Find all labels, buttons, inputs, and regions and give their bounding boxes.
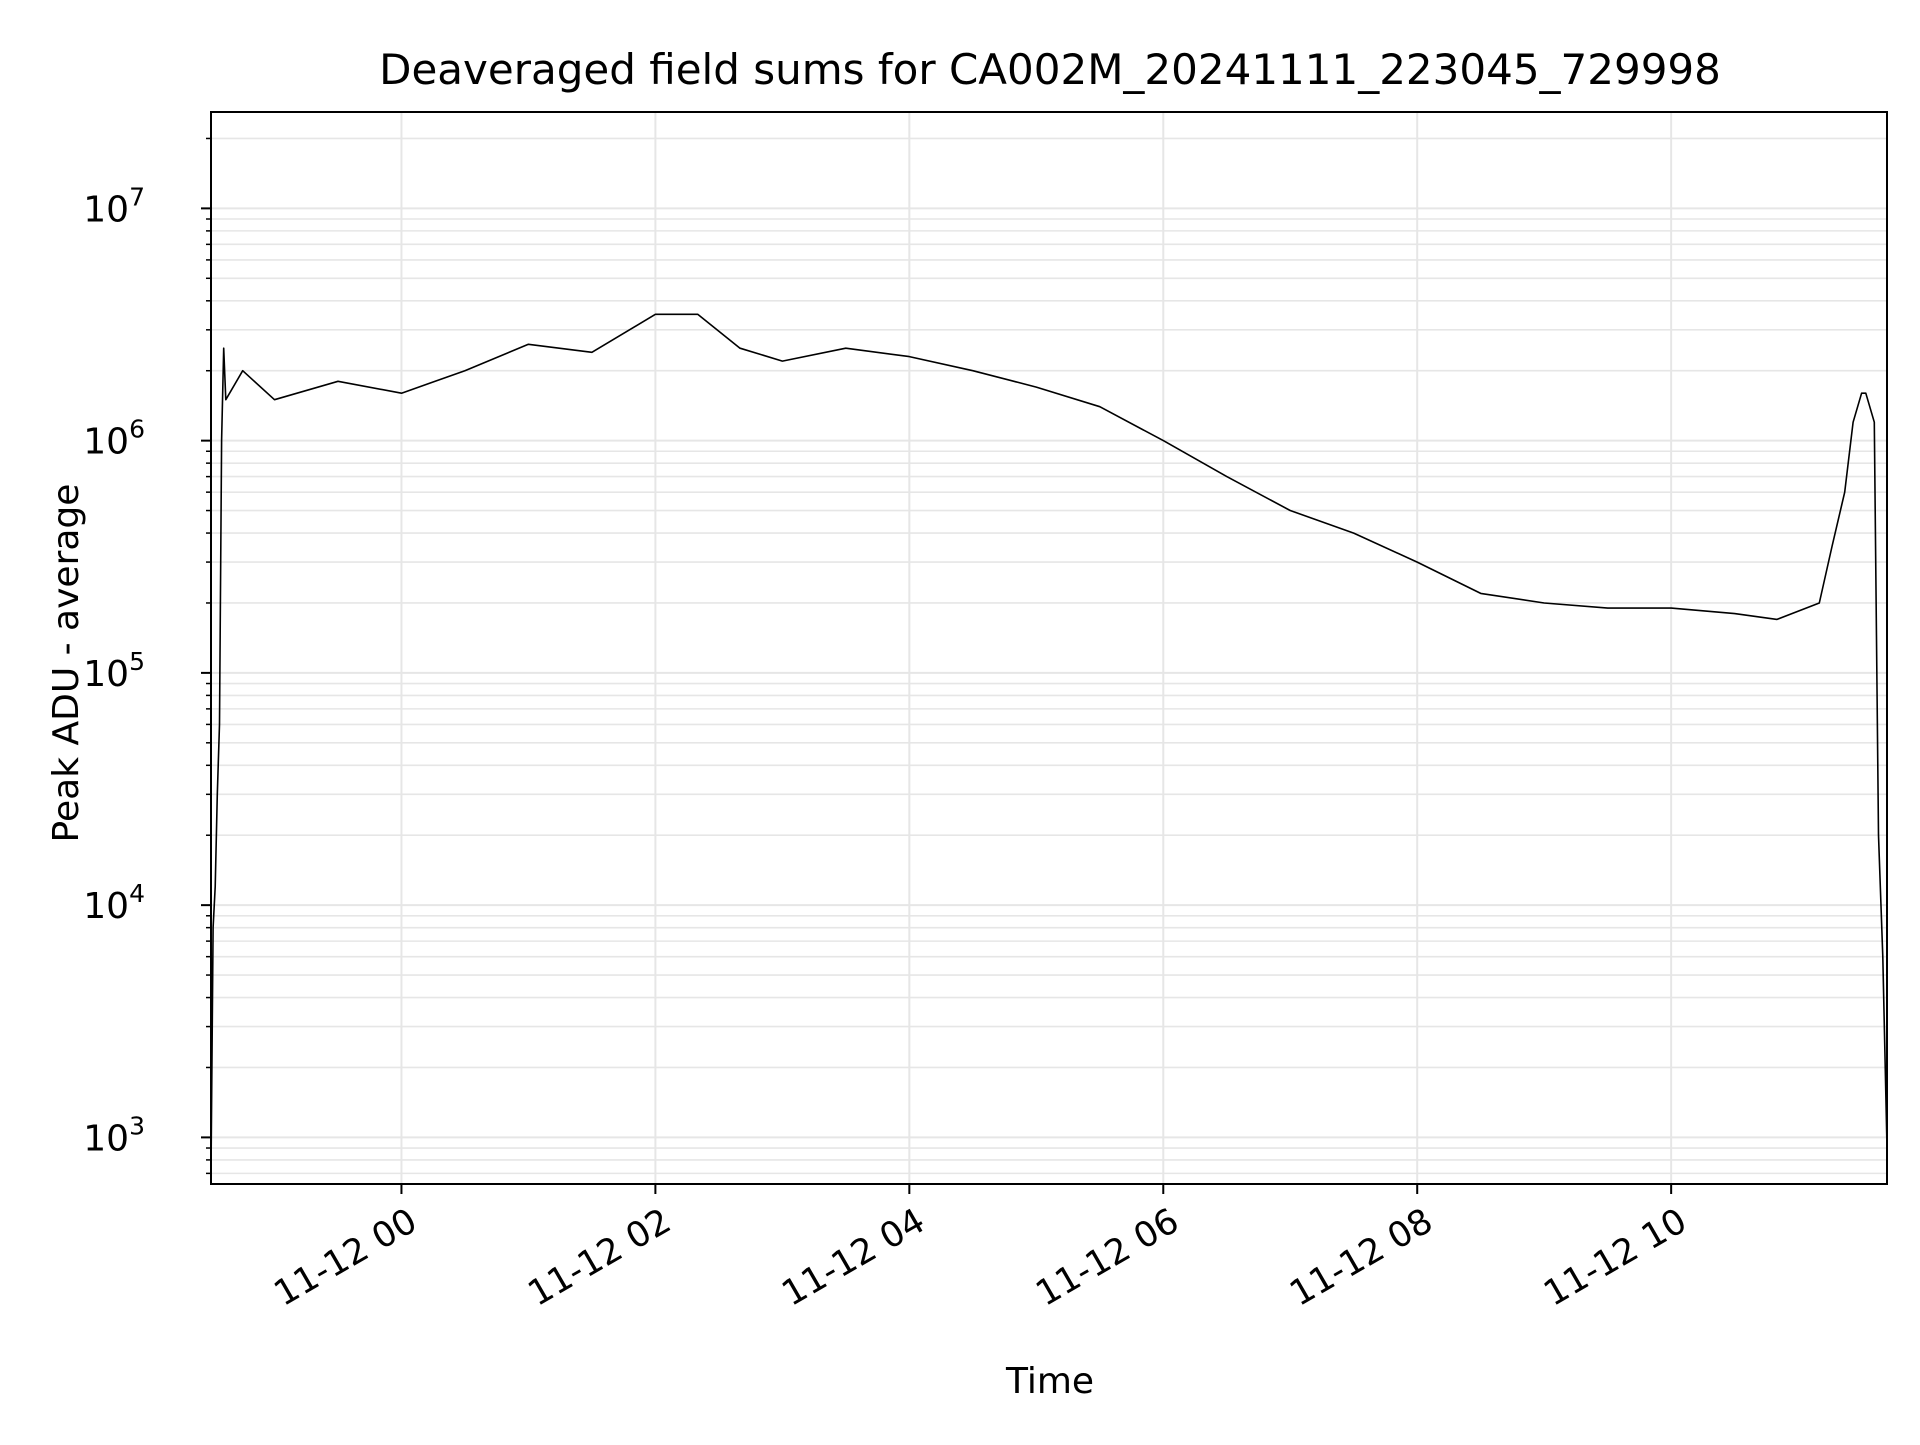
y-axis-label: Peak ADU - average [46, 484, 87, 843]
x-axis-label: Time [1005, 1361, 1094, 1402]
chart-title: Deaveraged field sums for CA002M_2024111… [379, 45, 1721, 94]
grid-layer [211, 112, 1887, 1184]
series-line [210, 313, 1888, 1174]
plot-frame [210, 111, 1888, 1185]
series-layer [210, 313, 1888, 1174]
